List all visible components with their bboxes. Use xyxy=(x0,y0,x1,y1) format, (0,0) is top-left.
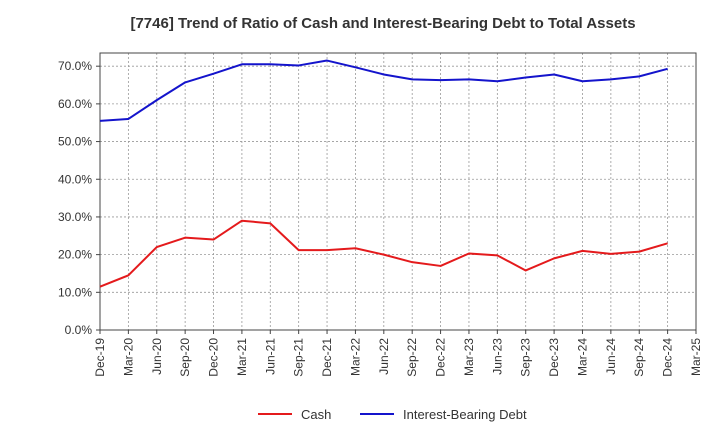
y-tick-label: 10.0% xyxy=(58,285,92,299)
grid xyxy=(100,53,696,330)
y-tick-label: 40.0% xyxy=(58,172,92,186)
y-axis-ticks: 0.0% 10.0% 20.0% 30.0% 40.0% 50.0% 60.0% 70.0% xyxy=(58,59,100,337)
x-tick-label: Dec-22 xyxy=(434,338,448,377)
x-tick-label: Jun-23 xyxy=(490,338,504,375)
x-tick-label: Sep-20 xyxy=(178,338,192,377)
x-tick-label: Mar-23 xyxy=(462,338,476,376)
x-tick-label: Sep-21 xyxy=(292,338,306,377)
series-layer xyxy=(99,59,668,288)
plot-area-frame xyxy=(99,52,697,331)
x-tick-label: Jun-21 xyxy=(263,338,277,375)
x-tick-label: Mar-20 xyxy=(121,338,135,376)
chart-title: [7746] Trend of Ratio of Cash and Intere… xyxy=(130,15,635,32)
x-tick-label: Mar-24 xyxy=(575,338,589,376)
y-tick-label: 70.0% xyxy=(58,59,92,73)
x-tick-label: Sep-23 xyxy=(519,338,533,377)
x-tick-label: Dec-20 xyxy=(207,338,221,377)
y-tick-label: 30.0% xyxy=(58,210,92,224)
x-tick-label: Mar-21 xyxy=(235,338,249,376)
x-tick-label: Dec-24 xyxy=(661,338,675,377)
x-tick-label: Dec-21 xyxy=(320,338,334,377)
legend: Cash Interest-Bearing Debt xyxy=(258,407,527,422)
x-axis-ticks: Dec-19 Mar-20 Jun-20 Sep-20 Dec-20 Mar-21 Jun-… xyxy=(93,330,703,377)
y-tick-label: 20.0% xyxy=(58,248,92,262)
x-tick-label: Sep-24 xyxy=(632,338,646,377)
x-tick-label: Jun-24 xyxy=(604,338,618,375)
y-tick-label: 0.0% xyxy=(65,323,93,337)
x-tick-label: Jun-22 xyxy=(377,338,391,375)
x-tick-label: Jun-20 xyxy=(150,338,164,375)
x-tick-label: Mar-22 xyxy=(348,338,362,376)
x-tick-label: Sep-22 xyxy=(405,338,419,377)
x-tick-label: Mar-25 xyxy=(689,338,703,376)
y-tick-label: 60.0% xyxy=(58,97,92,111)
legend-label-interest-bearing-debt: Interest-Bearing Debt xyxy=(403,407,527,422)
x-tick-label: Dec-19 xyxy=(93,338,107,377)
legend-label-cash: Cash xyxy=(301,407,331,422)
y-tick-label: 50.0% xyxy=(58,135,92,149)
x-tick-label: Dec-23 xyxy=(547,338,561,377)
